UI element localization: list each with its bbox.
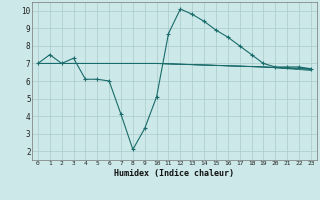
X-axis label: Humidex (Indice chaleur): Humidex (Indice chaleur) bbox=[115, 169, 234, 178]
